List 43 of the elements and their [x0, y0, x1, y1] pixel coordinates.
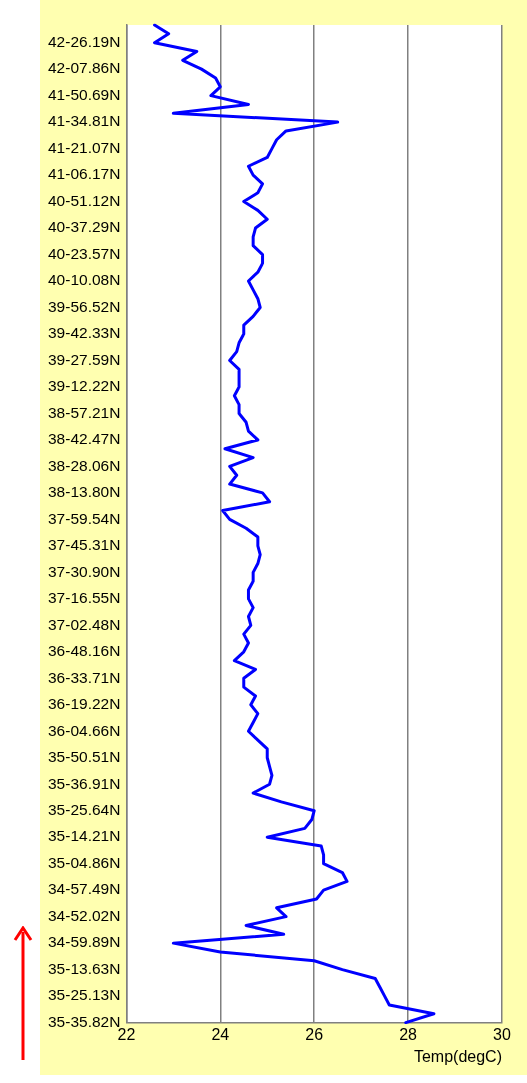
y-tick-label: 37-45.31N: [47, 536, 121, 554]
y-tick-label: 35-36.91N: [47, 774, 121, 792]
y-tick-label: 37-02.48N: [47, 615, 121, 633]
y-tick-label: 40-37.29N: [47, 218, 121, 236]
y-tick-label: 36-33.71N: [47, 668, 121, 686]
y-tick-label: 38-57.21N: [47, 403, 121, 421]
y-tick-label: 37-30.90N: [47, 562, 121, 580]
y-tick-label: 41-50.69N: [47, 85, 121, 103]
y-tick-label: 35-50.51N: [47, 748, 121, 766]
y-tick-label: 41-21.07N: [47, 138, 121, 156]
y-tick-label: 35-14.21N: [47, 827, 121, 845]
y-tick-label: 38-28.06N: [47, 456, 121, 474]
y-tick-label: 41-06.17N: [47, 165, 121, 183]
y-tick-label: 35-13.63N: [47, 959, 121, 977]
y-tick-label: 37-16.55N: [47, 589, 121, 607]
y-tick-label: 34-52.02N: [47, 906, 121, 924]
y-tick-label: 35-04.86N: [47, 853, 121, 871]
y-tick-label: 40-51.12N: [47, 191, 121, 209]
y-tick-label: 41-34.81N: [47, 112, 121, 130]
y-tick-label: 40-10.08N: [47, 271, 121, 289]
y-tick-label: 36-04.66N: [47, 721, 121, 739]
y-tick-label: 36-19.22N: [47, 695, 121, 713]
y-tick-label: 35-35.82N: [47, 1012, 121, 1030]
x-tick-label: 28: [399, 1025, 418, 1043]
y-tick-label: 42-26.19N: [47, 32, 121, 50]
y-tick-label: 38-42.47N: [47, 430, 121, 448]
y-tick-label: 39-27.59N: [47, 350, 121, 368]
x-tick-label: 30: [493, 1025, 511, 1043]
y-tick-label: 37-59.54N: [47, 509, 121, 527]
x-tick-label: 26: [305, 1025, 324, 1043]
y-tick-label: 36-48.16N: [47, 642, 121, 660]
y-tick-label: 39-12.22N: [47, 377, 121, 395]
y-tick-label: 40-23.57N: [47, 244, 121, 262]
x-tick-label: 24: [211, 1025, 230, 1043]
y-tick-label: 34-59.89N: [47, 933, 121, 951]
y-tick-label: 35-25.13N: [47, 986, 121, 1004]
x-axis-title: Temp(degC): [413, 1047, 502, 1065]
y-tick-label: 39-56.52N: [47, 297, 121, 315]
y-tick-label: 34-57.49N: [47, 880, 121, 898]
y-tick-label: 42-07.86N: [47, 59, 121, 77]
y-tick-label: 35-25.64N: [47, 801, 121, 818]
y-tick-label: 38-13.80N: [47, 483, 121, 501]
y-tick-label: 39-42.33N: [47, 324, 121, 342]
